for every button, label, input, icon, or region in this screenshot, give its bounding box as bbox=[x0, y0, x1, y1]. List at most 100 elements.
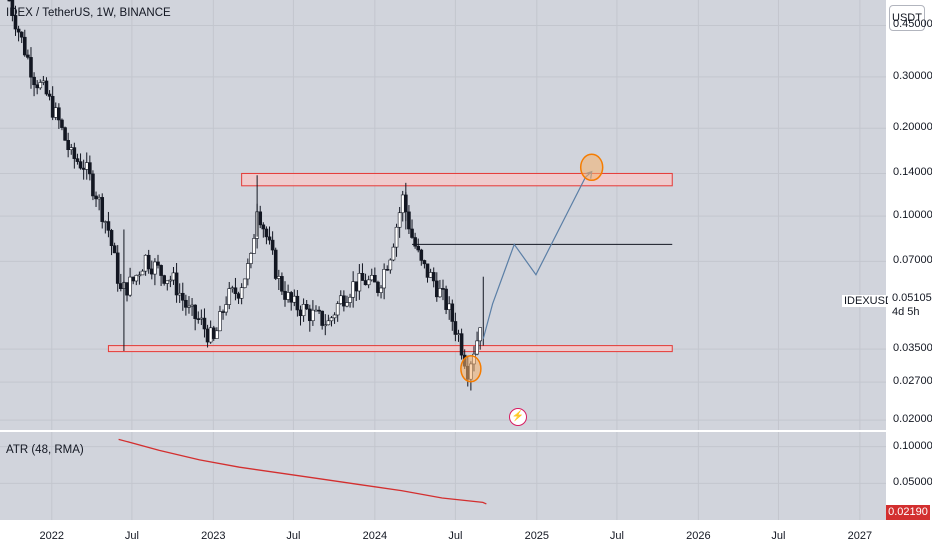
candle-up bbox=[190, 304, 194, 307]
candle-up bbox=[397, 212, 402, 228]
candle-down bbox=[131, 276, 136, 282]
candle-up bbox=[249, 253, 253, 264]
candle-down bbox=[91, 173, 95, 197]
candle-up bbox=[218, 311, 222, 332]
candle-up bbox=[391, 246, 396, 261]
candle-up bbox=[140, 270, 145, 276]
candle-down bbox=[419, 249, 424, 261]
candle-up bbox=[208, 327, 213, 343]
candle-down bbox=[112, 245, 117, 254]
candle-down bbox=[10, 0, 15, 16]
candle-down bbox=[78, 161, 83, 169]
candle-down bbox=[26, 54, 30, 58]
candle-down bbox=[261, 224, 266, 230]
time-tick-label: Jul bbox=[771, 530, 786, 542]
candle-up bbox=[128, 276, 132, 296]
lightning-event-icon[interactable]: ⚡ bbox=[509, 408, 527, 426]
candle-down bbox=[125, 282, 129, 296]
candle-up bbox=[438, 288, 442, 298]
time-tick-label: 2027 bbox=[847, 530, 873, 542]
time-tick-label: 2023 bbox=[201, 530, 226, 542]
candle-down bbox=[13, 15, 18, 30]
candle-up bbox=[171, 272, 176, 281]
candle-up bbox=[335, 303, 340, 316]
time-tick-label: 2024 bbox=[362, 530, 388, 542]
candle-up bbox=[366, 279, 371, 286]
candle-down bbox=[180, 292, 185, 301]
candle-down bbox=[236, 293, 241, 299]
candle-down bbox=[193, 304, 197, 319]
candle-down bbox=[360, 273, 365, 281]
candle-up bbox=[103, 221, 108, 223]
candle-down bbox=[233, 287, 238, 294]
candle-down bbox=[81, 167, 86, 170]
candle-down bbox=[94, 195, 98, 200]
candle-down bbox=[115, 252, 120, 284]
last-price-value: 0.05105 bbox=[892, 292, 932, 304]
candle-down bbox=[307, 308, 312, 322]
candle-up bbox=[369, 275, 374, 281]
candle-down bbox=[450, 303, 455, 322]
candle-down bbox=[47, 93, 52, 97]
candle-up bbox=[338, 295, 343, 304]
candle-down bbox=[283, 290, 287, 300]
price-tick-label: 0.02000 bbox=[893, 413, 932, 426]
symbol-tag: IDEXUSDT bbox=[842, 295, 902, 307]
candle-down bbox=[72, 147, 77, 159]
candle-up bbox=[69, 147, 74, 150]
time-tick-label: Jul bbox=[609, 530, 624, 542]
candle-up bbox=[326, 320, 331, 326]
candle-up bbox=[252, 238, 256, 254]
candle-up bbox=[428, 272, 433, 278]
candle-up bbox=[329, 317, 334, 322]
candle-up bbox=[345, 302, 349, 307]
candle-up bbox=[230, 287, 235, 290]
candle-down bbox=[221, 311, 225, 313]
candle-down bbox=[444, 288, 448, 310]
candle-down bbox=[441, 288, 445, 290]
candle-up bbox=[215, 330, 219, 339]
candle-up bbox=[187, 305, 191, 308]
candle-up bbox=[314, 309, 318, 312]
candle-up bbox=[53, 107, 58, 118]
chart-title: IDEX / TetherUS, 1W, BINANCE bbox=[6, 7, 171, 19]
price-tick-label: 0.03500 bbox=[893, 342, 932, 355]
price-tick-label: 0.14000 bbox=[893, 166, 932, 179]
candle-up bbox=[38, 82, 43, 89]
candle-down bbox=[35, 84, 39, 89]
candle-down bbox=[354, 281, 359, 292]
candle-down bbox=[106, 221, 111, 231]
candle-down bbox=[416, 245, 421, 251]
candle-up bbox=[332, 314, 337, 319]
candle-up bbox=[323, 324, 328, 327]
candle-up bbox=[277, 276, 281, 279]
candle-up bbox=[388, 259, 393, 271]
candle-up bbox=[348, 296, 352, 303]
candle-down bbox=[211, 327, 216, 339]
candle-down bbox=[75, 158, 80, 162]
candle-down bbox=[205, 328, 210, 343]
candle-down bbox=[258, 211, 263, 226]
candle-down bbox=[317, 309, 321, 312]
candle-up bbox=[478, 327, 482, 342]
candle-up bbox=[456, 333, 461, 335]
candle-up bbox=[177, 292, 182, 296]
candle-down bbox=[88, 162, 92, 175]
candle-down bbox=[267, 236, 272, 241]
candle-down bbox=[270, 239, 275, 251]
candle-up bbox=[239, 287, 244, 299]
currency-unit-button[interactable]: USDT bbox=[889, 5, 925, 31]
candle-up bbox=[382, 269, 386, 289]
price-tick-label: 0.20000 bbox=[893, 121, 932, 134]
atr-last-value: 0.02190 bbox=[886, 505, 930, 520]
time-tick-label: Jul bbox=[124, 530, 139, 542]
time-tick-label: 2022 bbox=[39, 530, 65, 542]
candle-down bbox=[44, 80, 49, 95]
atr-indicator-title[interactable]: ATR (48, RMA) bbox=[6, 444, 84, 456]
bar-countdown: 4d 5h bbox=[892, 306, 920, 318]
low-marker-circle bbox=[460, 354, 482, 383]
candle-down bbox=[320, 310, 324, 326]
support-zone bbox=[107, 345, 673, 353]
candle-down bbox=[60, 119, 64, 128]
